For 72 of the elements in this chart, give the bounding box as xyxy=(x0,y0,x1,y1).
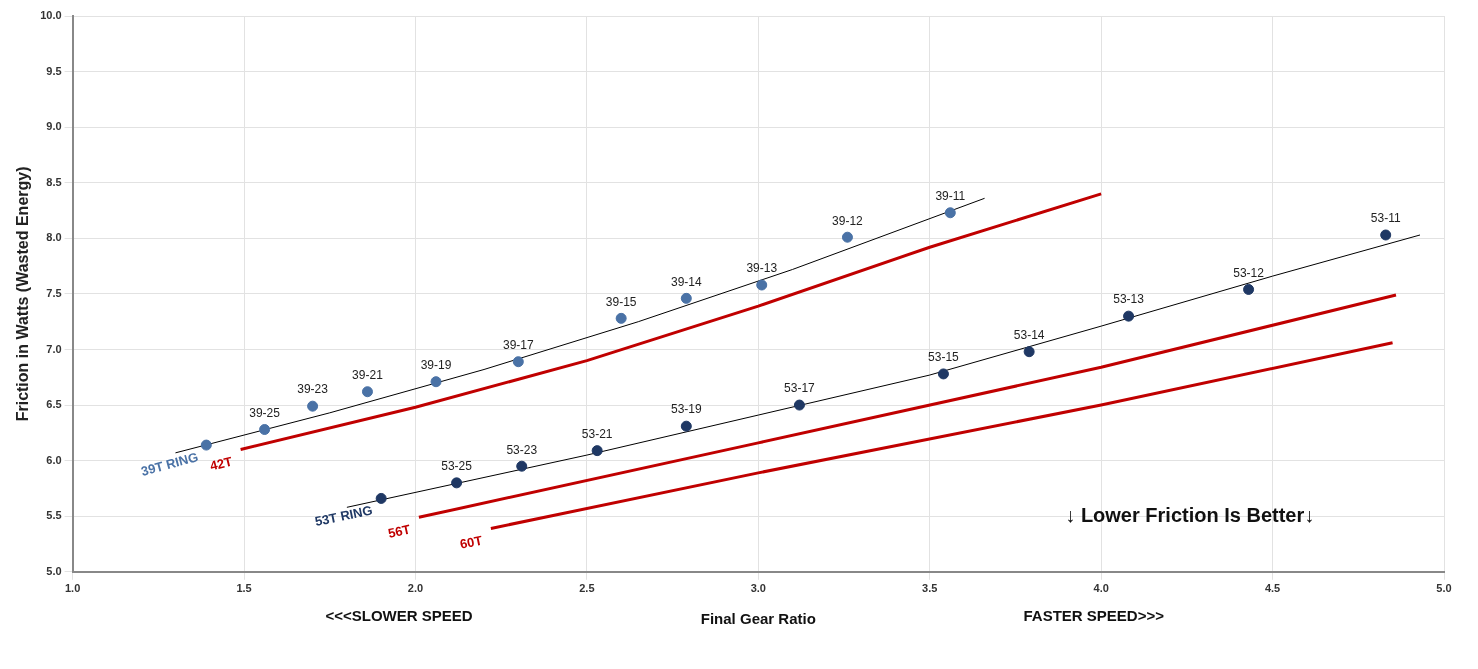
point xyxy=(512,356,524,368)
y-axis-title: Friction in Watts (Wasted Energy) xyxy=(14,166,32,422)
point xyxy=(793,399,805,411)
x-tick-label: 1.5 xyxy=(236,582,252,595)
data-label: 53-15 xyxy=(928,350,960,365)
data-label: 53-23 xyxy=(506,442,538,457)
data-label: 39-14 xyxy=(670,274,702,289)
point xyxy=(259,424,271,436)
data-label: 39-13 xyxy=(746,261,778,276)
x-tick-label: 1.0 xyxy=(64,582,81,595)
x-axis-title: Final Gear Ratio xyxy=(700,610,816,628)
y-tick-label: 9.0 xyxy=(46,120,62,133)
data-label: 53-17 xyxy=(784,381,816,396)
point xyxy=(451,477,463,489)
x-tick-label: 4.0 xyxy=(1093,582,1109,595)
x-tick-label: 2.5 xyxy=(579,582,595,595)
data-label: 39-23 xyxy=(297,382,329,397)
point xyxy=(375,492,387,504)
annotation: ↓ Lower Friction Is Better↓ xyxy=(1065,503,1315,526)
point xyxy=(1380,229,1392,241)
data-label: 39-11 xyxy=(935,189,966,204)
point xyxy=(680,420,692,432)
text: 42T xyxy=(208,453,234,474)
text: FASTER SPEED>>> xyxy=(1023,607,1165,625)
point xyxy=(516,460,528,472)
x-tick-label: 4.5 xyxy=(1264,582,1281,595)
y-tick-label: 6.0 xyxy=(46,453,62,466)
point xyxy=(307,400,319,412)
data-label: 39-17 xyxy=(502,338,534,353)
data-label: 53-13 xyxy=(1113,292,1145,307)
point xyxy=(841,231,853,243)
data-label: 39-21 xyxy=(352,368,384,383)
point xyxy=(1023,346,1035,358)
y-tick-label: 7.0 xyxy=(46,342,62,355)
data-label: 39-15 xyxy=(605,294,637,309)
x-tick-label: 3.5 xyxy=(922,582,938,595)
y-tick-label: 8.5 xyxy=(46,175,62,188)
point xyxy=(361,386,373,398)
point xyxy=(756,279,768,291)
data-label: 39-19 xyxy=(420,358,452,373)
y-tick-label: 7.5 xyxy=(46,286,62,299)
text: 56T xyxy=(386,521,412,541)
data-label: 39-12 xyxy=(832,213,864,228)
text: 53T RING xyxy=(313,502,374,530)
text: 60T xyxy=(458,532,484,552)
point xyxy=(1123,310,1135,322)
data-label: 53-25 xyxy=(441,459,473,474)
x-tick-label: 2.0 xyxy=(407,582,424,595)
data-label: 53-11 xyxy=(1370,211,1401,226)
point xyxy=(680,292,692,304)
y-tick-label: 9.5 xyxy=(46,64,62,77)
point xyxy=(591,445,603,457)
y-tick-label: 5.0 xyxy=(46,564,62,577)
text: 39T RING xyxy=(139,449,200,479)
data-label: 53-19 xyxy=(670,402,702,417)
y-tick-label: 8.0 xyxy=(46,231,62,244)
point xyxy=(1243,283,1255,295)
point xyxy=(937,368,949,380)
data-label: 53-12 xyxy=(1233,265,1265,280)
x-tick-label: 5.0 xyxy=(1436,582,1452,595)
x-tick-label: 3.0 xyxy=(750,582,766,595)
y-tick-label: 5.5 xyxy=(46,509,62,522)
data-label: 53-21 xyxy=(581,426,613,441)
data-label: 39-25 xyxy=(249,405,281,420)
point xyxy=(430,376,442,388)
point xyxy=(200,439,212,451)
y-tick-label: 10.0 xyxy=(40,9,62,22)
point xyxy=(615,312,627,324)
data-label: 53-14 xyxy=(1013,328,1045,343)
y-tick-label: 6.5 xyxy=(46,398,62,411)
text: <<<SLOWER SPEED xyxy=(325,607,473,625)
point xyxy=(944,207,956,219)
